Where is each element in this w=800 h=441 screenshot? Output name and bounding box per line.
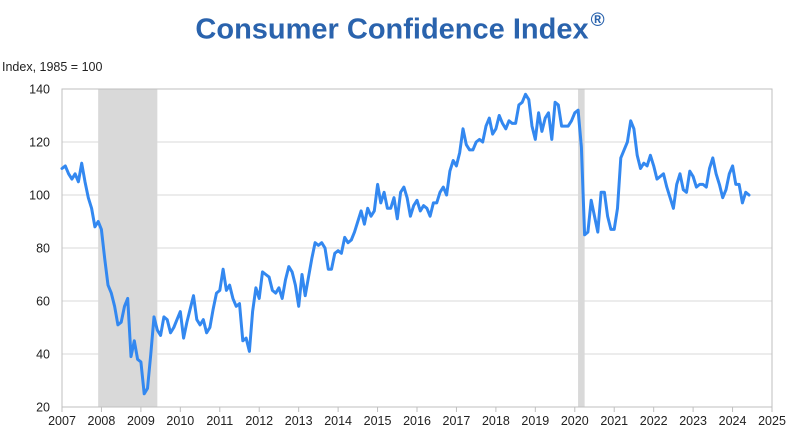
x-tick-label: 2013: [285, 414, 313, 428]
x-tick-label: 2009: [127, 414, 155, 428]
y-tick-label: 60: [36, 295, 50, 309]
x-tick-labels: 2007 2008 2009 2010 2011 2012 2013 2014 2015 2016…: [48, 407, 786, 428]
x-tick-label: 2007: [48, 414, 76, 428]
x-tick-label: 2010: [166, 414, 194, 428]
x-tick-label: 2011: [206, 414, 233, 428]
x-tick-label: 2024: [719, 414, 747, 428]
x-tick-label: 2012: [245, 414, 273, 428]
x-tick-label: 2015: [364, 414, 392, 428]
series-layer: [60, 92, 751, 396]
x-tick-label: 2008: [88, 414, 116, 428]
x-tick-label: 2019: [521, 414, 549, 428]
y-tick-label: 100: [29, 189, 50, 203]
x-tick-label: 2016: [403, 414, 431, 428]
x-tick-label: 2020: [561, 414, 589, 428]
series-line: [60, 92, 751, 396]
x-tick-label: 2021: [600, 414, 628, 428]
x-tick-label: 2022: [640, 414, 668, 428]
x-tick-label: 2025: [758, 414, 786, 428]
gridlines: [62, 141, 772, 355]
x-tick-label: 2014: [324, 414, 352, 428]
y-tick-label: 140: [29, 83, 50, 97]
x-tick-label: 2023: [679, 414, 707, 428]
y-tick-label: 20: [36, 401, 50, 415]
y-axis-label: Index, 1985 = 100: [2, 60, 103, 74]
y-tick-labels: 20 40 60 80 100 120 140: [29, 83, 50, 415]
y-tick-label: 120: [29, 136, 50, 150]
chart-title-text: Consumer Confidence Index: [195, 13, 589, 46]
chart-title: Consumer Confidence Index ®: [0, 10, 800, 47]
registered-mark: ®: [590, 10, 605, 31]
y-tick-label: 40: [36, 348, 50, 362]
x-tick-label: 2017: [443, 414, 471, 428]
x-tick-label: 2018: [482, 414, 510, 428]
y-tick-label: 80: [36, 242, 50, 256]
